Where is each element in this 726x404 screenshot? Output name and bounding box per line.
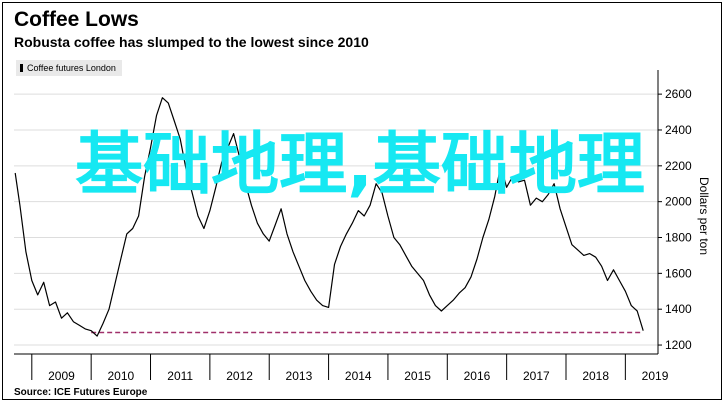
x-tick-label-2009: 2009	[48, 369, 75, 383]
watermark-overlay-text: 基础地理,基础地理	[75, 126, 645, 205]
chart-title: Coffee Lows	[14, 8, 139, 31]
y-tick-label-1600: 1600	[665, 266, 692, 280]
y-tick-label-2400: 2400	[665, 123, 692, 137]
chart-subtitle: Robusta coffee has slumped to the lowest…	[14, 34, 369, 50]
x-tick-label-2011: 2011	[167, 369, 193, 383]
x-tick-label-2013: 2013	[286, 369, 313, 383]
x-tick-label-2017: 2017	[523, 369, 550, 383]
x-tick-label-2010: 2010	[107, 369, 134, 383]
y-tick-label-2200: 2200	[665, 159, 692, 173]
x-tick-label-2012: 2012	[226, 369, 253, 383]
y-tick-label-1200: 1200	[665, 338, 692, 352]
legend: Coffee futures London	[16, 60, 122, 76]
legend-swatch	[20, 64, 23, 72]
legend-label: Coffee futures London	[27, 63, 116, 73]
y-tick-label-1800: 1800	[665, 231, 692, 245]
x-tick-label-2019: 2019	[642, 369, 669, 383]
x-tick-label-2015: 2015	[404, 369, 431, 383]
y-tick-label-2600: 2600	[665, 87, 692, 101]
chart-frame	[2, 2, 722, 400]
x-tick-label-2014: 2014	[345, 369, 372, 383]
y-axis-title: Dollars per ton	[697, 177, 711, 255]
x-tick-label-2018: 2018	[582, 369, 609, 383]
source-note: Source: ICE Futures Europe	[14, 387, 148, 398]
series-line-0	[14, 97, 644, 337]
y-tick-label-1400: 1400	[665, 302, 692, 316]
x-tick-label-2016: 2016	[464, 369, 491, 383]
y-tick-label-2000: 2000	[665, 195, 692, 209]
